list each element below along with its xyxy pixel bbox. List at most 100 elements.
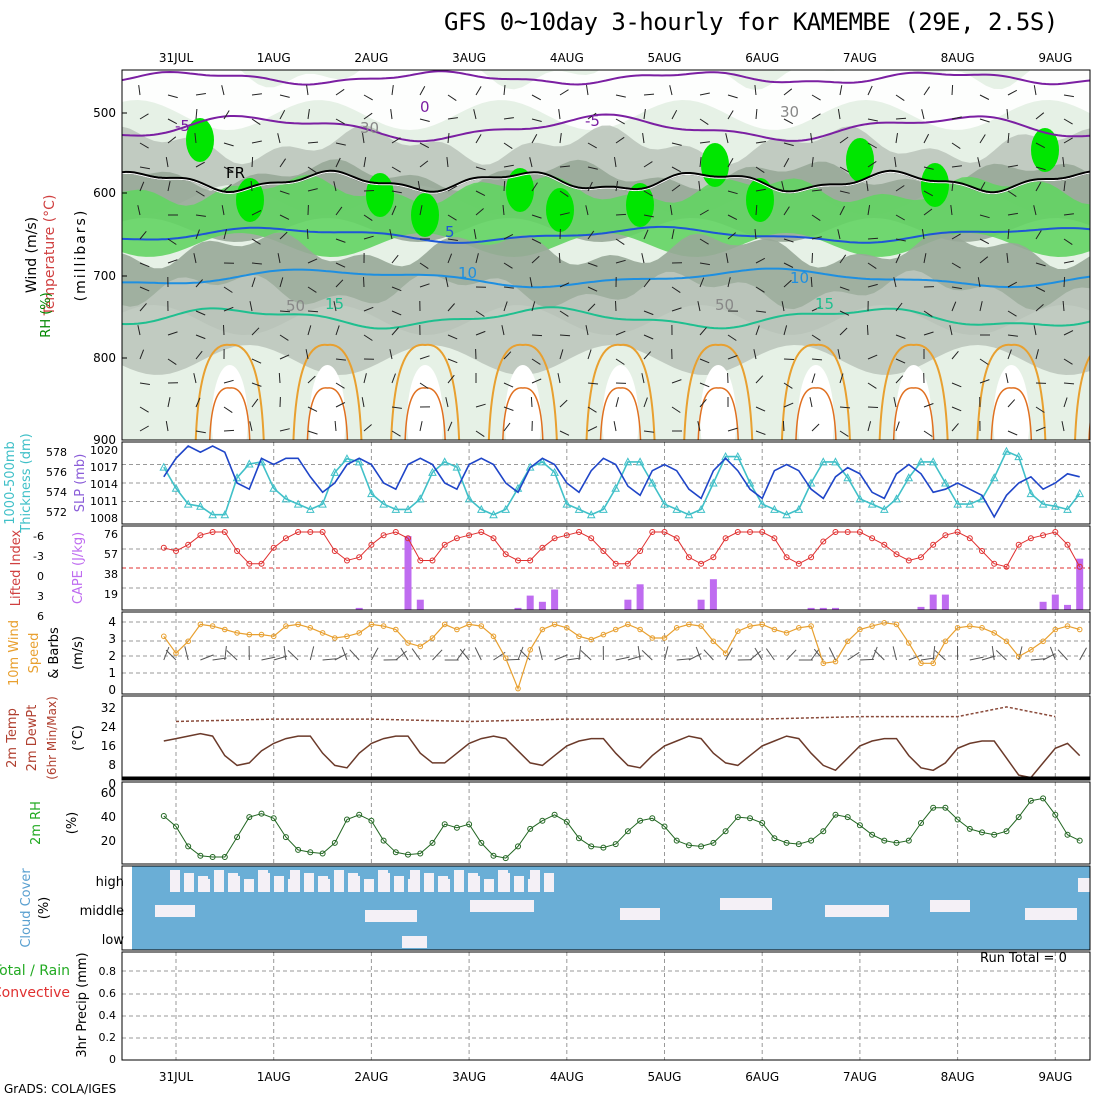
- panel-frame-precip: [121, 951, 1091, 1061]
- thickness-point: [464, 494, 474, 503]
- wind-barb: [615, 213, 627, 216]
- axis-label-cape: CAPE (J/kg): [71, 532, 86, 604]
- contour-label: FR: [226, 164, 245, 182]
- wind-barb: [1063, 238, 1073, 246]
- temp-contour-25: [1088, 418, 1090, 440]
- wind-barb: [1007, 430, 1018, 436]
- wind-barb: [671, 184, 681, 192]
- wind-speed-point: [405, 640, 411, 646]
- wind-barb: [363, 276, 365, 288]
- cape-bar: [807, 607, 815, 610]
- wind-barb: [749, 650, 762, 661]
- wind-barb: [195, 310, 206, 316]
- contour-label: 30: [360, 119, 379, 137]
- thickness-point: [599, 504, 608, 513]
- wind-barb: [195, 397, 201, 408]
- wind-speed-point: [185, 638, 191, 645]
- axis-label-cloud-units: (%): [37, 897, 52, 920]
- wind-barb: [587, 142, 597, 149]
- wind-barb: [627, 655, 642, 661]
- wind-barb: [587, 112, 597, 120]
- wind-barb: [615, 136, 625, 144]
- temp-contour-20: [1074, 354, 1090, 440]
- cape-tick: 57: [104, 548, 118, 561]
- wind-barb: [951, 181, 954, 192]
- thickness-point: [367, 489, 376, 498]
- wind-barb: [419, 262, 429, 270]
- wind-barb: [783, 325, 788, 336]
- date-label-top: 1AUG: [257, 51, 291, 65]
- cloud-gap-high: [260, 873, 270, 892]
- li-point: [1003, 563, 1010, 570]
- wind-speed-point: [564, 625, 570, 631]
- wind-barb: [279, 214, 290, 220]
- wind-barb: [391, 286, 402, 292]
- thickness-tick: 578: [46, 446, 67, 459]
- wind-barb: [923, 133, 930, 144]
- wind-barb: [755, 375, 764, 384]
- wind-barb: [363, 214, 373, 222]
- wind-speed-point: [771, 626, 778, 633]
- wind-barb: [783, 402, 794, 408]
- wind-barb: [283, 646, 287, 661]
- precip-tick: 0.6: [99, 987, 117, 1000]
- thickness-point: [818, 457, 828, 466]
- wind-barb: [580, 650, 592, 661]
- li-point: [1040, 532, 1047, 539]
- li-point: [502, 551, 509, 558]
- wind-barb: [195, 214, 206, 217]
- wind-barb: [867, 142, 877, 149]
- wind-barb: [223, 142, 234, 147]
- wind-barb: [167, 118, 178, 125]
- wind-barb: [287, 650, 299, 661]
- wind-barb: [921, 229, 925, 240]
- thickness-tick: 572: [46, 506, 67, 519]
- wind-barb: [809, 397, 813, 408]
- wind-barb: [419, 355, 430, 360]
- cloud-gap-high: [290, 870, 300, 892]
- wind-barb: [503, 351, 512, 360]
- wind-barb: [895, 185, 905, 192]
- wind-barb: [503, 286, 514, 289]
- wind-barb: [893, 277, 897, 288]
- wind-barb: [908, 654, 922, 661]
- temp-contour-15: [122, 306, 1090, 330]
- wind-barb: [559, 310, 569, 317]
- li-point: [588, 535, 595, 542]
- wind-barb: [447, 133, 450, 144]
- wind-barb: [307, 141, 319, 144]
- wind-barb: [195, 161, 205, 168]
- wind-barb: [923, 208, 933, 216]
- thickness-point: [904, 473, 914, 482]
- contour-label: 50: [715, 296, 734, 314]
- wind-barb: [223, 379, 234, 384]
- thickness-point: [562, 499, 572, 508]
- date-label-bottom: 31JUL: [159, 1070, 194, 1084]
- cape-bar: [526, 595, 534, 610]
- li-point: [551, 535, 558, 542]
- wind-barb: [950, 205, 953, 216]
- date-label-top: 4AUG: [550, 51, 584, 65]
- wind-barb: [306, 228, 309, 240]
- wind-barb: [727, 94, 738, 99]
- wind-barb: [979, 134, 986, 144]
- wind-barb: [923, 310, 933, 318]
- wind-barb: [671, 379, 682, 384]
- thickness-point: [635, 457, 645, 466]
- wind-barb: [251, 140, 262, 144]
- wind-barb: [671, 166, 682, 173]
- axis-label-rh-2m: 2m RH: [29, 801, 44, 845]
- wind-barb: [895, 214, 905, 221]
- cloud-level-label: middle: [80, 904, 124, 919]
- wind-barb: [1007, 164, 1018, 168]
- wind-barb: [727, 158, 734, 168]
- wind-barb: [895, 421, 900, 432]
- contour-label: -5: [175, 117, 190, 135]
- wind-speed-point: [417, 643, 424, 650]
- wind-barb: [251, 238, 261, 245]
- axis-label-millibars: (millibars): [73, 209, 89, 302]
- li-point: [637, 548, 644, 554]
- cloud-gap-high: [440, 879, 450, 892]
- li-tick: -6: [33, 530, 44, 543]
- wind-barb: [699, 92, 710, 96]
